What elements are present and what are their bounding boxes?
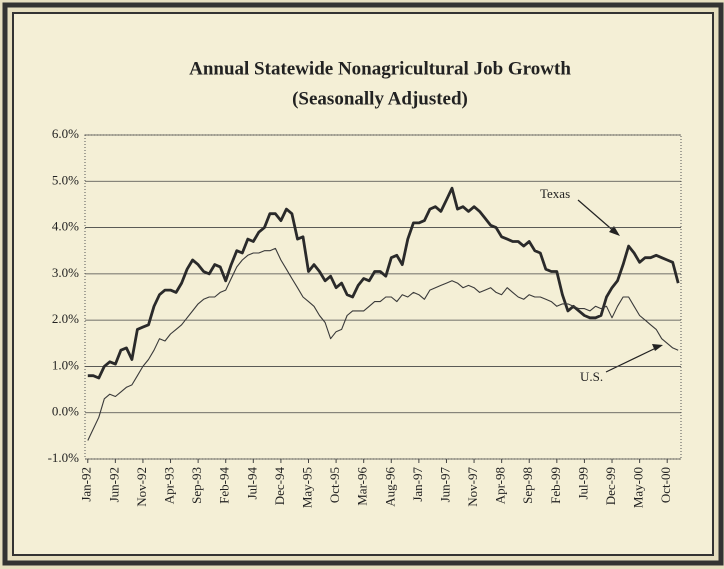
x-tick-label: Jan-92 bbox=[79, 467, 94, 502]
x-tick-label: Apr-93 bbox=[162, 467, 177, 504]
x-tick-label: Nov-97 bbox=[465, 467, 480, 507]
annotation: U.S. bbox=[580, 369, 603, 384]
x-tick-label: Sep-98 bbox=[520, 467, 535, 504]
line-series bbox=[87, 186, 680, 380]
y-tick-label: -1.0% bbox=[48, 450, 80, 465]
line-series bbox=[87, 247, 679, 441]
arrow-head bbox=[609, 226, 620, 236]
x-tick-label: Dec-99 bbox=[603, 467, 618, 505]
y-tick-label: 3.0% bbox=[52, 265, 79, 280]
x-tick-label: Dec-94 bbox=[272, 467, 287, 506]
x-tick-label: Nov-92 bbox=[134, 467, 149, 507]
x-tick-label: Jul-99 bbox=[575, 467, 590, 500]
y-tick-label: 2.0% bbox=[52, 311, 79, 326]
arrow-head bbox=[652, 344, 663, 351]
x-tick-label: Sep-93 bbox=[189, 467, 204, 504]
x-tick-label: Apr-98 bbox=[493, 467, 508, 504]
inner-frame bbox=[12, 12, 714, 556]
x-tick-label: Aug-96 bbox=[382, 467, 397, 507]
x-tick-label: Oct-00 bbox=[658, 467, 673, 503]
y-tick-label: 5.0% bbox=[52, 172, 79, 187]
x-tick-label: Feb-94 bbox=[217, 467, 232, 504]
x-tick-label: Mar-96 bbox=[355, 467, 370, 506]
x-tick-label: Jun-97 bbox=[437, 467, 452, 503]
chart-title: Annual Statewide Nonagricultural Job Gro… bbox=[189, 58, 571, 79]
annotation-arrow bbox=[605, 346, 659, 373]
x-tick-label: Jul-94 bbox=[244, 467, 259, 500]
x-tick-label: Jun-92 bbox=[106, 467, 121, 502]
x-tick-label: May-00 bbox=[631, 467, 646, 508]
x-tick-label: Oct-95 bbox=[327, 467, 342, 503]
y-tick-label: 1.0% bbox=[52, 357, 79, 372]
y-tick-label: 6.0% bbox=[52, 126, 79, 141]
y-tick-label: 0.0% bbox=[52, 404, 79, 419]
x-tick-label: Feb-99 bbox=[548, 467, 563, 504]
x-tick-label: Jan-97 bbox=[410, 467, 425, 502]
x-tick-label: May-95 bbox=[299, 467, 314, 508]
y-tick-label: 4.0% bbox=[52, 219, 79, 234]
annotation: Texas bbox=[540, 186, 570, 201]
chart-subtitle: (Seasonally Adjusted) bbox=[292, 88, 468, 109]
